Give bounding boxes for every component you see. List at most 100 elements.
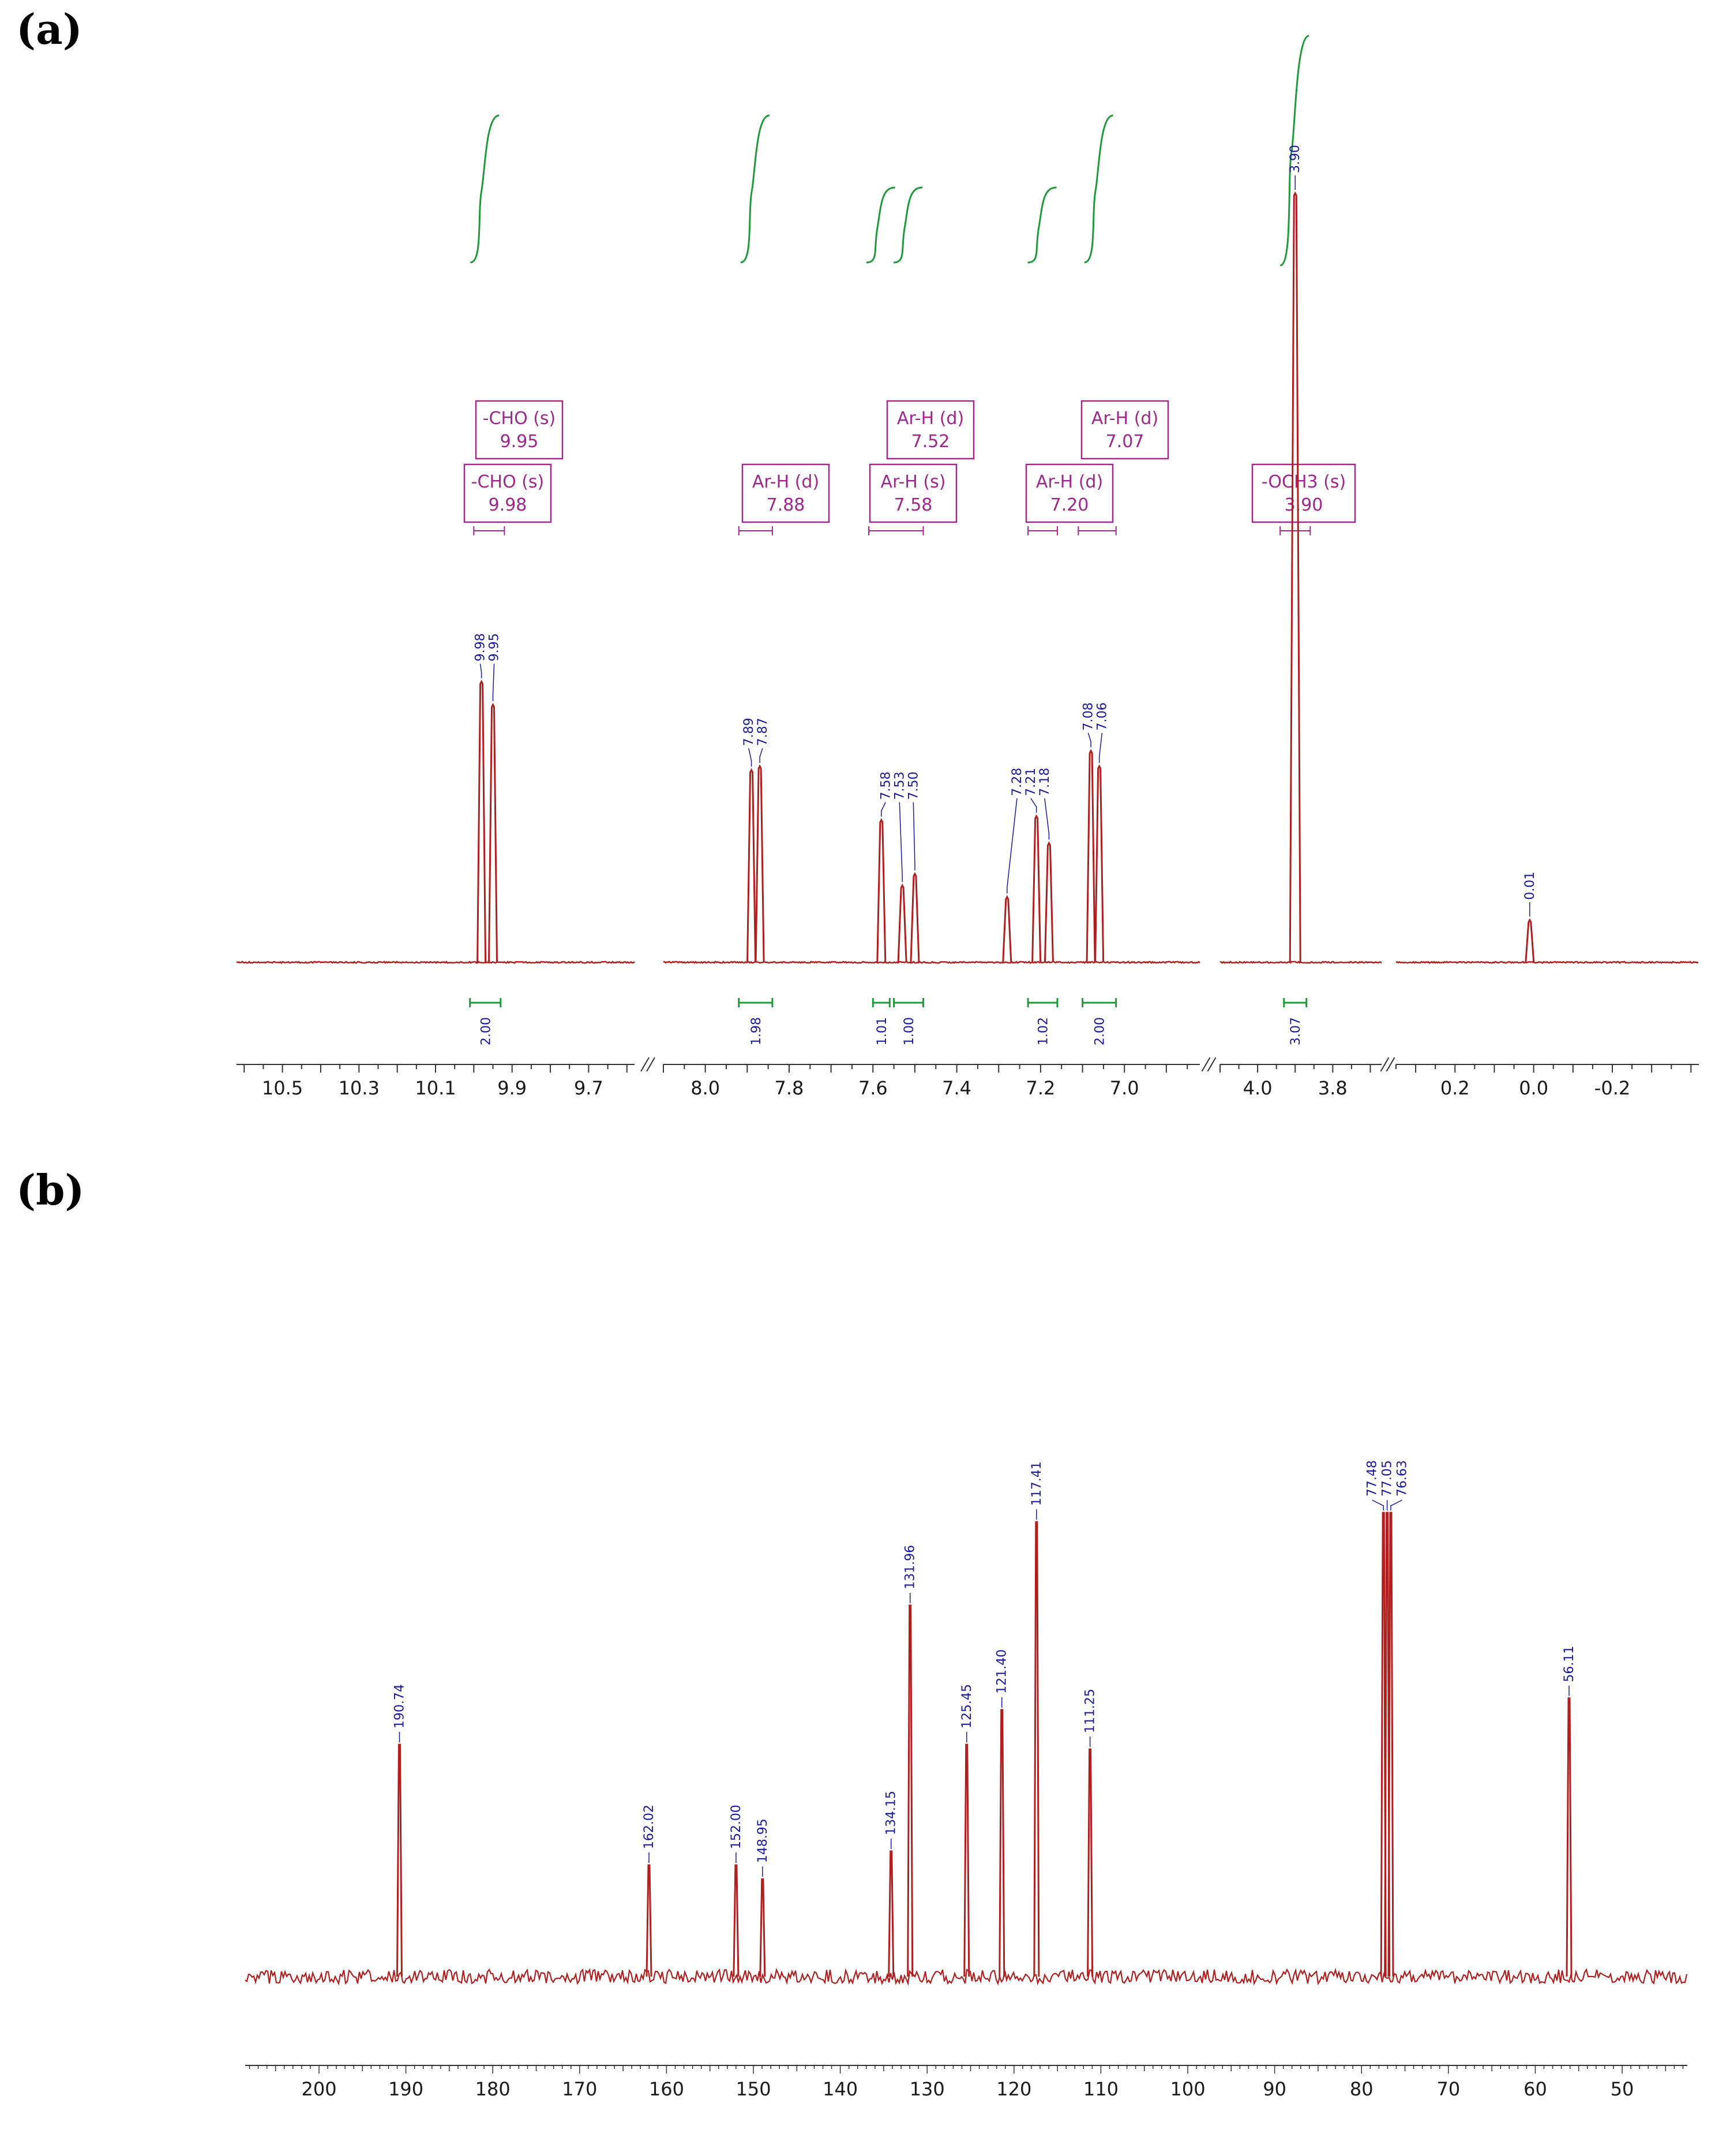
h1-peak-label: 9.95 bbox=[487, 633, 502, 661]
h1-peak-label-leader bbox=[1087, 733, 1091, 748]
c13-peak-label: 190.74 bbox=[392, 1684, 407, 1728]
h1-integral-curve bbox=[893, 186, 923, 264]
c13-peak-label: 152.00 bbox=[729, 1805, 744, 1849]
h1-multiplet-box bbox=[463, 463, 552, 523]
c13-peak-label: 125.45 bbox=[960, 1684, 974, 1728]
h1-peak bbox=[755, 764, 765, 963]
h1-peak-label: 7.28 bbox=[1010, 768, 1025, 796]
c13-axis-tick-label: 130 bbox=[910, 2078, 945, 2100]
h1-peak-label-leader bbox=[1030, 798, 1037, 813]
h1-peak-label: 7.06 bbox=[1095, 702, 1109, 730]
h1-peak-label: 7.18 bbox=[1038, 768, 1052, 796]
c13-nmr-spectrum: 190.74 162.02 152.00 148.95 134.15 131.96 125.… bbox=[245, 1460, 1688, 2100]
h1-axis-tick-label: 9.7 bbox=[574, 1077, 603, 1099]
h1-axis-tick-label: 0.2 bbox=[1440, 1077, 1470, 1099]
h1-peak-label: 7.53 bbox=[892, 771, 907, 800]
h1-baseline-segment bbox=[663, 961, 1200, 965]
c13-peak bbox=[1087, 1748, 1094, 1977]
h1-peak-label: 7.21 bbox=[1024, 768, 1038, 796]
h1-multiplet-box bbox=[869, 463, 958, 523]
h1-peak bbox=[897, 883, 907, 963]
h1-axis-tick-label: -0.2 bbox=[1594, 1077, 1630, 1099]
h1-axis-tick-label: 10.1 bbox=[415, 1077, 456, 1099]
h1-integral-curve bbox=[1027, 186, 1057, 264]
panel-a-label: (a) bbox=[16, 5, 82, 54]
h1-peak-label-leader bbox=[759, 748, 763, 763]
c13-axis-tick-label: 50 bbox=[1611, 2078, 1634, 2100]
h1-multiplet-shift: 7.88 bbox=[767, 495, 805, 515]
h1-baseline-segment bbox=[236, 961, 635, 964]
h1-multiplet-name: -CHO (s) bbox=[471, 472, 545, 492]
h1-peak-label-leader bbox=[479, 663, 482, 678]
h1-peak bbox=[1044, 841, 1054, 963]
c13-peak-label: 121.40 bbox=[995, 1649, 1010, 1694]
h1-axis-tick-label: 9.9 bbox=[497, 1077, 527, 1099]
h1-peak bbox=[910, 872, 920, 963]
c13-peak-label: 111.25 bbox=[1083, 1689, 1098, 1733]
h1-peak bbox=[1031, 814, 1042, 963]
h1-integral-curve bbox=[1279, 35, 1309, 267]
h1-axis-break bbox=[1201, 1057, 1217, 1072]
h1-peak-label: 9.98 bbox=[474, 633, 488, 661]
h1-peak bbox=[746, 768, 757, 963]
c13-peak-label-leader bbox=[1372, 1499, 1384, 1510]
h1-integral-value: 1.01 bbox=[875, 1017, 890, 1045]
h1-axis-tick-label: 10.5 bbox=[262, 1077, 303, 1099]
c13-peak-label: 76.63 bbox=[1395, 1460, 1410, 1497]
h1-peak-label-leader bbox=[913, 802, 915, 871]
h1-axis-break bbox=[640, 1057, 655, 1072]
c13-axis-tick-label: 170 bbox=[562, 2078, 597, 2100]
h1-peak-label: 3.90 bbox=[1288, 145, 1303, 173]
c13-axis-tick-label: 100 bbox=[1170, 2078, 1205, 2100]
c13-peak-label-leader bbox=[1390, 1499, 1402, 1510]
c13-axis-tick-label: 80 bbox=[1350, 2078, 1373, 2100]
h1-peak-label: 0.01 bbox=[1523, 872, 1537, 900]
h1-peak-label-leader bbox=[492, 663, 495, 702]
h1-multiplet-name: Ar-H (d) bbox=[752, 472, 819, 492]
h1-peak bbox=[1086, 749, 1096, 963]
h1-integral-value: 1.98 bbox=[749, 1017, 764, 1045]
h1-multiplet-box bbox=[886, 400, 975, 460]
h1-multiplet-shift: 7.52 bbox=[911, 432, 950, 452]
h1-axis-tick-label: 3.8 bbox=[1318, 1077, 1348, 1099]
h1-multiplet-name: Ar-H (s) bbox=[881, 472, 946, 492]
h1-multiplet-box bbox=[1025, 463, 1114, 523]
h1-multiplet-shift: 9.95 bbox=[500, 432, 539, 452]
h1-peak bbox=[476, 680, 487, 963]
h1-multiplet-box bbox=[1251, 463, 1356, 523]
c13-peak bbox=[1387, 1512, 1394, 1977]
h1-integral-value: 2.00 bbox=[479, 1017, 493, 1045]
h1-peak-label: 7.87 bbox=[756, 718, 770, 746]
c13-peak bbox=[1566, 1697, 1573, 1977]
c13-peak bbox=[1033, 1521, 1040, 1977]
c13-peak-label: 56.11 bbox=[1562, 1646, 1577, 1682]
h1-peak-label: 7.08 bbox=[1081, 702, 1095, 730]
h1-multiplet-box bbox=[1080, 400, 1169, 460]
h1-integral-value: 1.02 bbox=[1037, 1017, 1051, 1045]
h1-peak-label-leader bbox=[748, 748, 752, 767]
c13-axis-tick-label: 90 bbox=[1263, 2078, 1286, 2100]
c13-axis-tick-label: 150 bbox=[735, 2078, 771, 2100]
h1-axis-tick-label: 10.3 bbox=[339, 1077, 380, 1099]
h1-axis-break bbox=[1380, 1057, 1395, 1072]
c13-peak-label: 117.41 bbox=[1030, 1461, 1044, 1506]
h1-integral-curve bbox=[866, 186, 895, 264]
h1-peak bbox=[488, 703, 498, 963]
c13-axis-tick-label: 60 bbox=[1523, 2078, 1547, 2100]
h1-peak-label-leader bbox=[881, 802, 886, 817]
h1-axis-tick-label: 7.6 bbox=[858, 1077, 888, 1099]
h1-axis-tick-label: 7.8 bbox=[775, 1077, 804, 1099]
c13-axis-tick-label: 200 bbox=[301, 2078, 336, 2100]
c13-axis-tick-label: 70 bbox=[1436, 2078, 1460, 2100]
h1-integral-curve bbox=[470, 114, 500, 264]
h1-multiplet-shift: 7.20 bbox=[1050, 495, 1089, 515]
c13-peak-label: 77.05 bbox=[1380, 1460, 1395, 1497]
c13-peak-label: 134.15 bbox=[884, 1791, 899, 1835]
h1-peak-label: 7.89 bbox=[742, 718, 756, 746]
h1-peak bbox=[1002, 895, 1012, 963]
h1-nmr-spectrum: -CHO (s) 9.95 -CHO (s) 9.98 Ar-H (d) 7.88 Ar-H… bbox=[236, 35, 1699, 1099]
h1-integral-value: 3.07 bbox=[1289, 1017, 1303, 1045]
c13-peak bbox=[907, 1604, 914, 1977]
h1-peak-label: 7.50 bbox=[906, 771, 921, 800]
h1-peak-label-leader bbox=[1098, 733, 1103, 763]
